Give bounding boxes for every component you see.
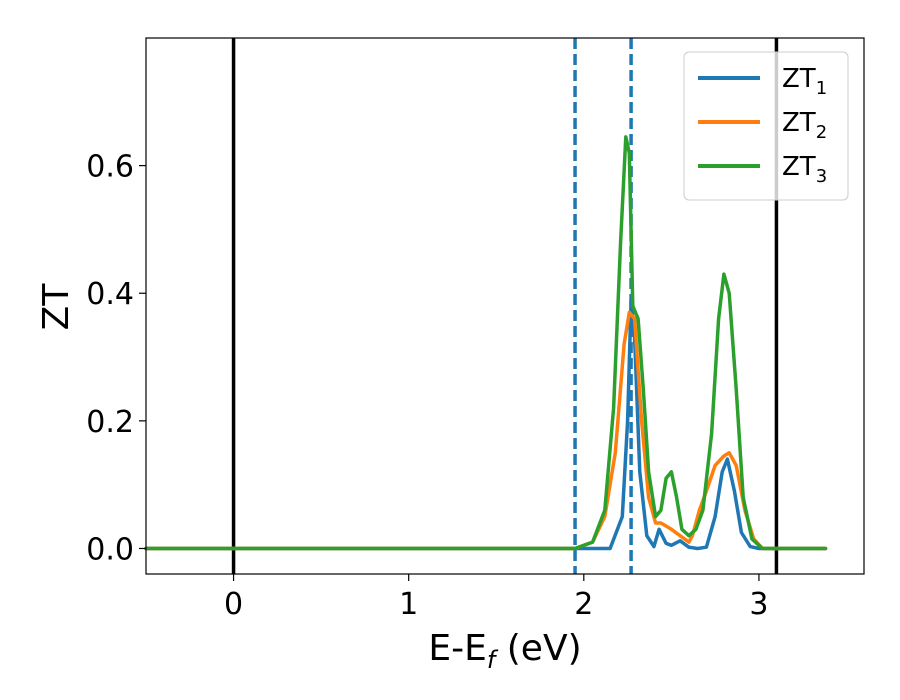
x-tick-label: 1 [399,587,418,622]
series-line-1 [144,297,828,551]
x-axis-label: E-Ef (eV) [428,628,581,674]
x-tick-label: 0 [224,587,243,622]
x-axis-ticks: 0 1 2 3 [224,574,768,622]
series-line-3 [144,135,828,551]
series-line-2 [144,310,828,551]
legend-box [683,51,849,201]
legend-label-1: ZT1 [782,64,827,99]
x-tick-label: 2 [574,587,593,622]
legend-label-2: ZT2 [782,108,827,143]
plot-frame [145,37,865,575]
y-tick-label: 0.2 [86,405,134,440]
legend: ZT1 ZT2 ZT3 [683,51,849,201]
y-axis-label: ZT [36,283,77,331]
x-tick-label: 3 [749,587,768,622]
y-axis-ticks: 0.0 0.2 0.4 0.6 [86,150,146,567]
y-tick-label: 0.0 [86,532,134,567]
y-tick-label: 0.4 [86,277,134,312]
y-tick-label: 0.6 [86,150,134,185]
series-lines [144,135,828,551]
legend-label-3: ZT3 [782,152,827,187]
